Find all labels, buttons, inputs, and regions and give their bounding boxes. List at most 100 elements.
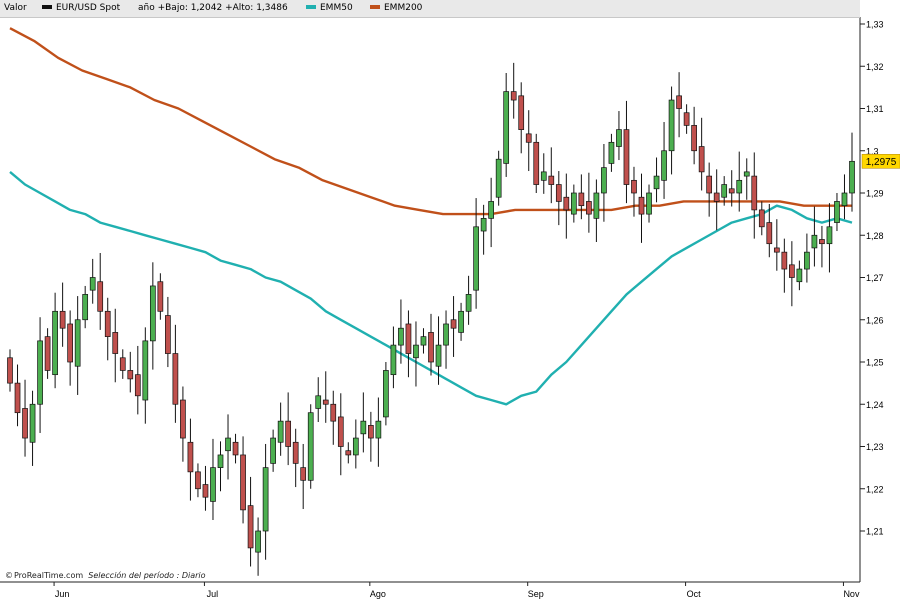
x-tick-label: Sep (528, 589, 544, 599)
candle-up (480, 218, 487, 232)
candle-up (390, 344, 397, 376)
candle-down (525, 133, 532, 143)
candle-down (59, 310, 66, 329)
candle-up (217, 454, 224, 468)
candle-down (240, 454, 246, 511)
candle-down (97, 281, 104, 312)
candle-down (758, 209, 765, 228)
candle-down (773, 247, 780, 253)
candle-up (375, 420, 382, 439)
candle-up (488, 201, 494, 219)
candle-down (563, 196, 570, 211)
legend-ema200[interactable]: EMM200 (370, 0, 422, 17)
candle-up (225, 437, 231, 452)
candle-down (706, 175, 713, 194)
candle-down (555, 184, 562, 202)
legend-ema200-label: EMM200 (384, 3, 423, 13)
candle-down (14, 382, 21, 414)
candle-down (533, 141, 540, 185)
candle-down (766, 222, 773, 245)
footer-period: Selección del período : Diario (88, 571, 206, 580)
candle-down (586, 201, 592, 215)
candle-up (270, 437, 276, 464)
candle-up (661, 150, 667, 181)
candle-up (796, 268, 803, 283)
instrument-swatch-icon (42, 4, 52, 9)
y-tick-label: 1,3 (866, 146, 879, 156)
candle-down (638, 196, 645, 215)
legend-valor: Valor (4, 3, 27, 13)
candle-down (623, 129, 630, 185)
candle-up (503, 91, 510, 164)
candle-up (262, 467, 269, 532)
footer-brand[interactable]: ProRealTime.com (14, 571, 84, 580)
candle-up (593, 192, 600, 219)
candle-down (247, 505, 254, 549)
last-price-label: 1,2975 (866, 157, 897, 168)
candle-up (52, 310, 58, 376)
candle-up (360, 420, 367, 435)
y-tick-label: 1,26 (866, 315, 884, 325)
candle-down (134, 374, 141, 397)
candle-down (683, 112, 690, 126)
candle-down (180, 399, 186, 439)
candle-down (631, 179, 637, 194)
candle-down (232, 441, 239, 456)
x-tick-label: Jul (207, 589, 219, 599)
candle-up (435, 344, 442, 367)
candle-down (450, 319, 457, 329)
candle-up (74, 319, 81, 367)
candle-up (307, 412, 314, 481)
candle-up (721, 184, 728, 198)
candle-up (743, 171, 750, 177)
candle-down (728, 188, 735, 194)
candle-up (841, 192, 848, 207)
candle-up (458, 310, 464, 333)
ema200-line (9, 27, 852, 216)
candle-up (826, 226, 833, 245)
candle-up (540, 171, 547, 181)
candle-up (736, 179, 743, 194)
candle-up (570, 192, 577, 215)
candle-down (292, 441, 299, 464)
candle-down (330, 403, 337, 422)
candle-up (29, 403, 36, 443)
candle-down (337, 416, 344, 447)
candle-up (149, 285, 156, 342)
candle-down (698, 146, 705, 173)
ema50-swatch-icon (306, 4, 316, 9)
candle-down (187, 441, 194, 473)
candle-up (37, 340, 43, 405)
candle-up (352, 437, 359, 456)
y-tick-label: 1,28 (866, 231, 884, 241)
candle-down (172, 353, 179, 405)
candle-down (44, 336, 51, 371)
candle-down (112, 332, 119, 354)
legend-ema50-label: EMM50 (320, 3, 353, 13)
candle-down (22, 408, 28, 439)
footer-note: ©ProRealTime.com Selección del período :… (5, 571, 206, 580)
candle-down (345, 450, 352, 456)
candle-down (157, 281, 164, 312)
candle-down (127, 370, 134, 380)
candle-down (578, 192, 585, 207)
legend-ema50[interactable]: EMM50 (306, 0, 353, 17)
x-tick-label: Ago (370, 589, 386, 599)
candle-up (668, 99, 675, 152)
candle-down (322, 399, 329, 405)
last-price-badge: 1,2975 (861, 154, 900, 169)
candle-down (104, 310, 111, 337)
candle-up (255, 530, 261, 553)
candle-up (210, 467, 216, 502)
x-tick-label: Jun (55, 589, 70, 599)
y-tick-label: 1,32 (866, 62, 884, 72)
candle-down (428, 332, 434, 363)
candle-down (7, 357, 13, 384)
candle-up (383, 370, 389, 418)
candle-up (465, 294, 472, 312)
candle-up (834, 201, 840, 223)
legend-instrument[interactable]: EUR/USD Spot (42, 0, 120, 17)
candle-down (819, 239, 825, 245)
candle-down (789, 264, 795, 278)
